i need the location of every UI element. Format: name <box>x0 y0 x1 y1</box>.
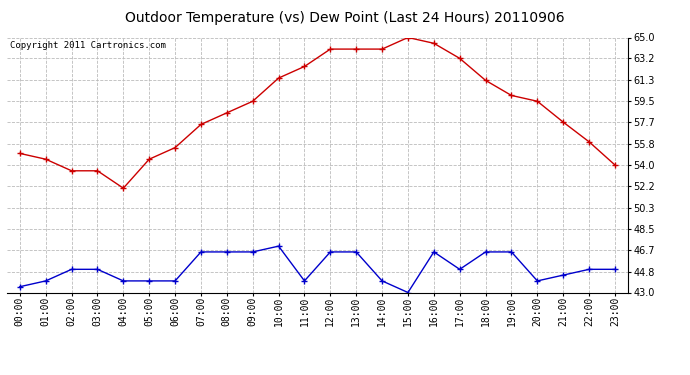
Text: Outdoor Temperature (vs) Dew Point (Last 24 Hours) 20110906: Outdoor Temperature (vs) Dew Point (Last… <box>125 11 565 25</box>
Text: Copyright 2011 Cartronics.com: Copyright 2011 Cartronics.com <box>10 41 166 50</box>
